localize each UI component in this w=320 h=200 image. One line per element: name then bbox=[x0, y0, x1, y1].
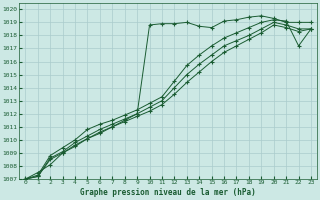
X-axis label: Graphe pression niveau de la mer (hPa): Graphe pression niveau de la mer (hPa) bbox=[80, 188, 256, 197]
